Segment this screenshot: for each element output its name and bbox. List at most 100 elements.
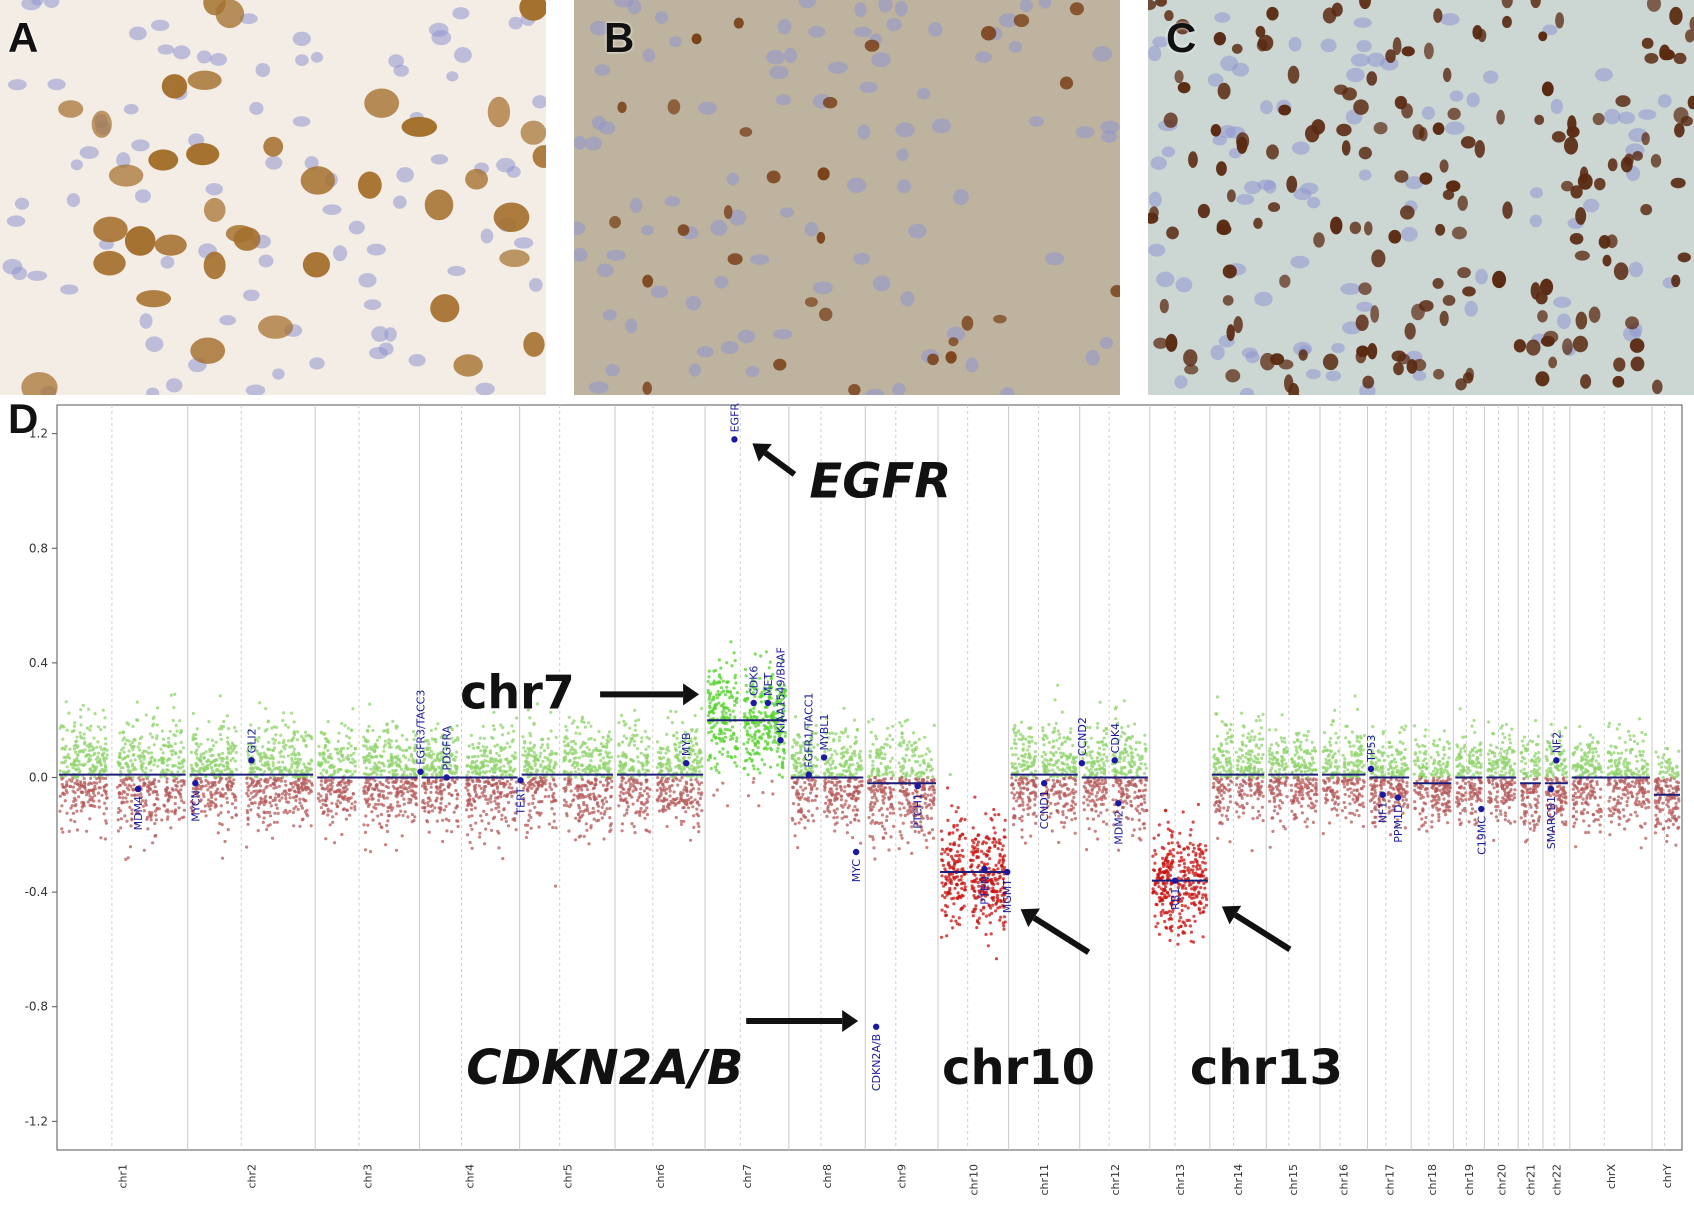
probe-point [427, 742, 431, 746]
probe-point [640, 736, 644, 740]
probe-point [76, 752, 80, 756]
probe-point [340, 753, 344, 757]
probe-point [771, 792, 775, 796]
probe-point [79, 723, 83, 727]
probe-point [391, 784, 395, 788]
probe-point [264, 794, 268, 799]
probe-point [306, 769, 310, 773]
probe-point [257, 789, 261, 793]
nucleus-blue [965, 357, 979, 373]
probe-point [693, 752, 697, 756]
probe-point [505, 794, 509, 798]
probe-point [333, 747, 337, 751]
probe-point [725, 661, 729, 665]
probe-point [151, 717, 155, 721]
probe-point [246, 785, 250, 789]
probe-point [178, 719, 182, 723]
probe-point [141, 751, 145, 755]
stained-nucleus [1652, 379, 1663, 395]
probe-point [204, 814, 208, 818]
stained-nucleus [1687, 95, 1694, 110]
probe-point [659, 769, 663, 773]
nucleus-blue [1618, 111, 1636, 125]
probe-point [294, 798, 298, 803]
probe-point [75, 739, 79, 743]
probe-point [577, 812, 581, 816]
probe-point [754, 724, 758, 728]
probe-point [639, 751, 643, 755]
probe-point [276, 811, 280, 815]
probe-point [225, 714, 229, 718]
probe-point [302, 762, 306, 766]
probe-point [523, 783, 527, 787]
probe-point [537, 782, 541, 786]
probe-point [156, 797, 160, 801]
stained-nucleus [1644, 52, 1659, 64]
probe-point [662, 756, 666, 760]
probe-point [141, 769, 145, 773]
probe-point [601, 802, 606, 806]
stained-nucleus [1442, 294, 1456, 306]
probe-point [464, 808, 469, 812]
probe-point [275, 806, 279, 810]
probe-point [485, 745, 489, 749]
stained-nucleus [677, 224, 690, 236]
probe-point [605, 787, 609, 791]
probe-point [291, 810, 295, 814]
probe-point [529, 826, 533, 830]
probe-point [266, 824, 270, 828]
probe-point [617, 742, 621, 746]
probe-point [86, 760, 90, 764]
probe-point [292, 824, 296, 828]
probe-point [230, 815, 234, 820]
probe-point [387, 814, 391, 818]
probe-point [128, 743, 133, 747]
probe-point [100, 768, 104, 772]
probe-point [60, 724, 64, 728]
probe-point [700, 809, 704, 813]
stained-nucleus [1401, 103, 1413, 119]
probe-point [135, 700, 139, 704]
probe-point [217, 764, 221, 768]
probe-point [409, 772, 413, 776]
probe-point [252, 789, 256, 793]
probe-point [281, 741, 285, 745]
stained-nucleus [1183, 349, 1198, 367]
nucleus-blue [895, 122, 915, 138]
probe-point [610, 779, 614, 783]
probe-point [267, 740, 271, 744]
probe-point [665, 798, 669, 802]
probe-point [538, 800, 543, 804]
probe-point [61, 737, 65, 741]
probe-point [606, 761, 611, 766]
nucleus-blue [685, 295, 702, 311]
probe-point [92, 736, 96, 740]
probe-point [534, 757, 538, 761]
probe-point [584, 822, 588, 826]
probe-point [247, 804, 251, 808]
stained-nucleus [1513, 339, 1527, 353]
probe-point [77, 767, 81, 771]
probe-point [728, 713, 732, 717]
probe-point [756, 741, 761, 745]
probe-point [605, 807, 609, 811]
probe-point [444, 817, 448, 821]
probe-point [232, 778, 236, 782]
probe-point [256, 779, 260, 783]
probe-point [695, 775, 699, 779]
nucleus-blue [1148, 191, 1162, 208]
nucleus-blue [371, 326, 389, 342]
probe-point [60, 777, 64, 781]
probe-point [146, 827, 150, 831]
probe-point [135, 718, 139, 722]
y-tick-label: 0.8 [29, 541, 48, 555]
probe-point [601, 735, 605, 739]
probe-point [147, 780, 151, 784]
probe-point [413, 815, 417, 819]
probe-point [633, 723, 637, 727]
probe-point [503, 746, 507, 750]
probe-point [628, 768, 632, 772]
probe-point [352, 751, 356, 755]
probe-point [125, 800, 129, 804]
probe-point [529, 815, 533, 820]
